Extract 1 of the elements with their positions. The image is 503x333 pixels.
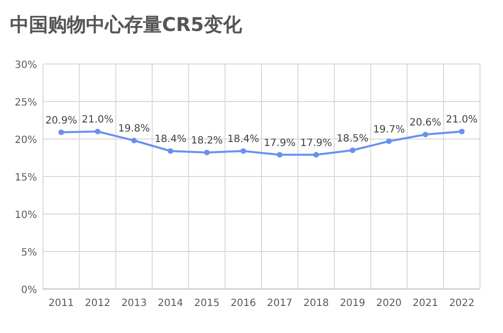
title: 中国购物中心存量CR5变化 <box>10 14 242 36</box>
